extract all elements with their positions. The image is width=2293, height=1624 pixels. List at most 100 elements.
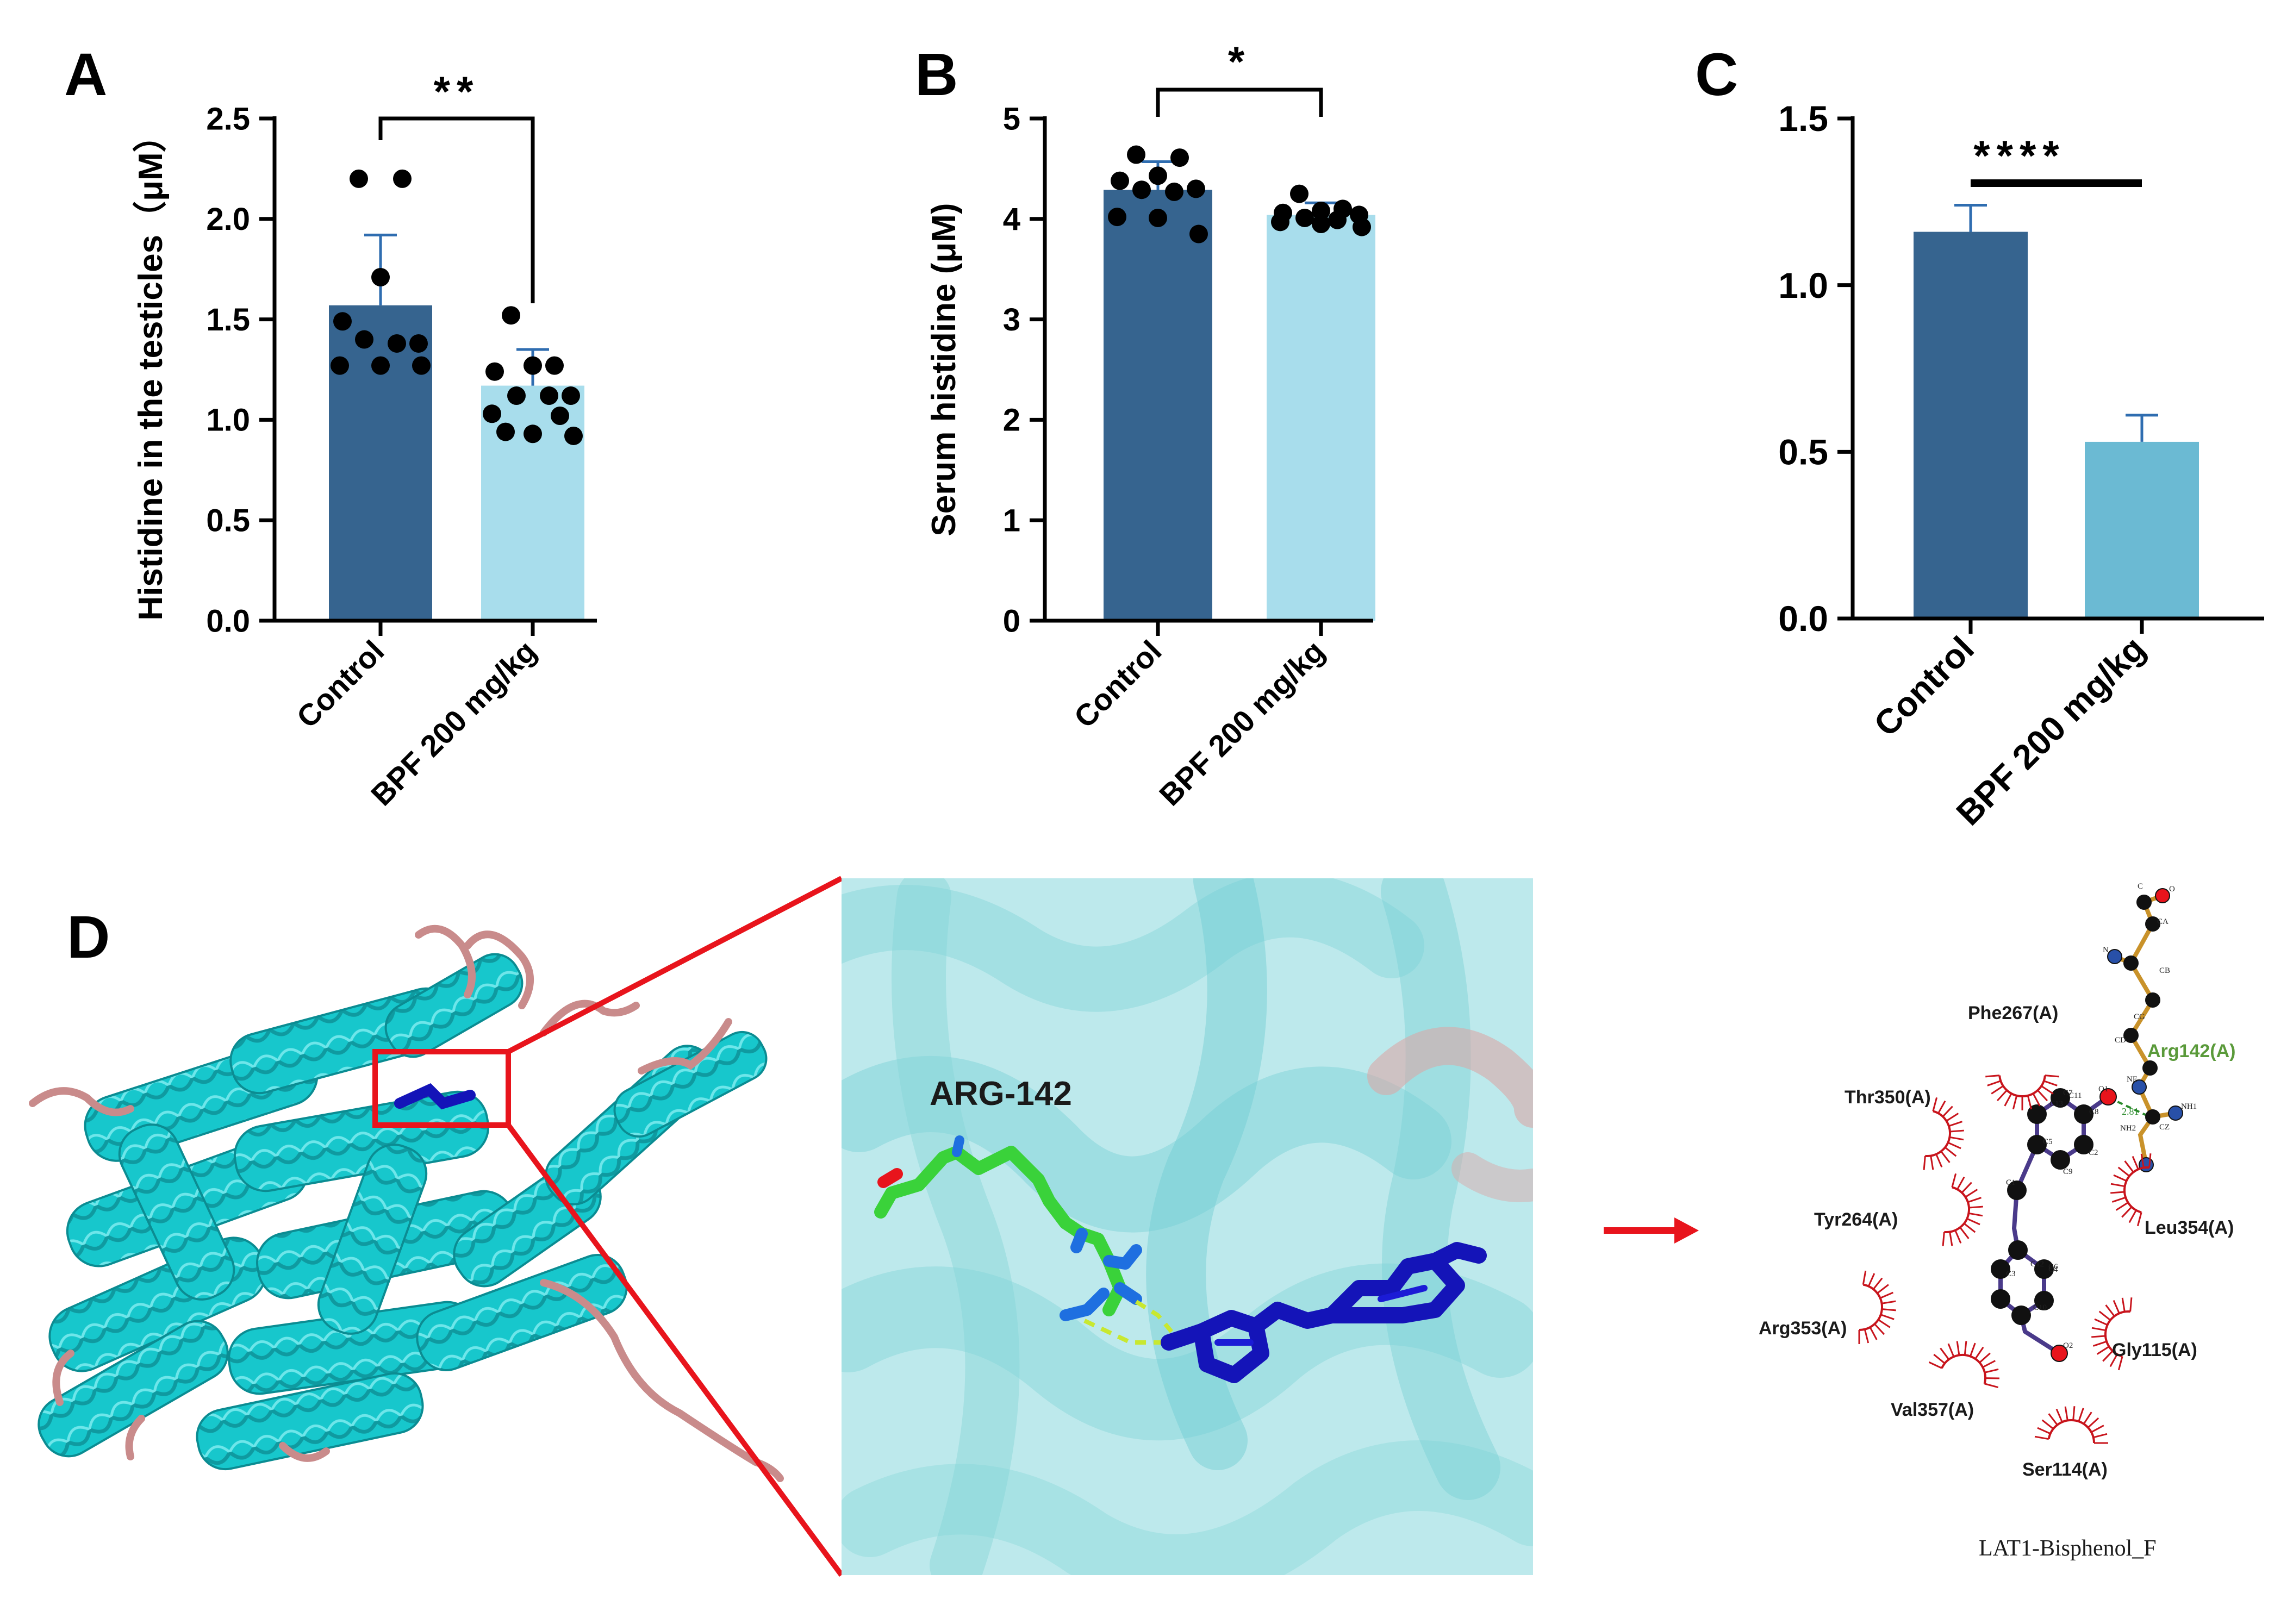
data-point xyxy=(485,362,504,381)
data-point xyxy=(1132,180,1151,199)
hydrophobic-spoke xyxy=(1969,1342,1976,1357)
hydrophobic-spoke xyxy=(2136,1212,2142,1227)
pocket-ribbons xyxy=(842,878,1533,1575)
y-tick-label: 0 xyxy=(1003,603,1020,639)
hydrophobic-spoke xyxy=(2111,1196,2126,1203)
hydrophobic-spoke xyxy=(2064,1406,2068,1421)
hydrophobic-spoke xyxy=(1932,1097,1938,1111)
hydrophobic-spoke xyxy=(1942,1232,1945,1246)
hydrophobic-spoke xyxy=(2102,1350,2114,1362)
atom-label: C11 xyxy=(2068,1091,2082,1100)
ligplot-diagram: 2.81 xyxy=(1759,882,2235,1561)
hydrophobic-arcs xyxy=(1858,1075,2152,1444)
hydrophobic-arc xyxy=(1859,1283,1883,1331)
hydrophobic-spoke xyxy=(2012,1095,2018,1110)
atom-label: NH1 xyxy=(2181,1102,2197,1111)
x-tick-label: BPF 200 mg/kg xyxy=(1949,629,2153,833)
hydrophobic-spoke xyxy=(2087,1417,2099,1428)
hydrophobic-spoke xyxy=(1869,1327,1878,1340)
bar xyxy=(329,305,432,621)
hydrophobic-spoke xyxy=(2121,1206,2133,1218)
y-tick-label: 4 xyxy=(1003,202,1020,237)
hydrophobic-spoke xyxy=(1996,1089,2008,1102)
hydrophobic-spoke xyxy=(1881,1308,1896,1311)
ligplot-caption: LAT1-Bisphenol_F xyxy=(1979,1536,2157,1561)
x-tick-label: Control xyxy=(1866,629,1982,744)
binding-pocket: ARG-142 xyxy=(842,878,1533,1575)
significance-stars: ** xyxy=(434,67,480,115)
atom-label: O xyxy=(2169,885,2175,894)
data-point xyxy=(371,267,390,286)
data-point xyxy=(409,334,428,353)
hydrophobic-spoke xyxy=(2078,1408,2084,1422)
panel-label-d: D xyxy=(67,904,110,971)
data-point xyxy=(1149,166,1167,185)
hydrophobic-spoke xyxy=(2072,1406,2076,1421)
hydrophobic-spoke xyxy=(2041,1419,2054,1430)
hydrophobic-spoke xyxy=(1942,1105,1953,1117)
y-tick-label: 1 xyxy=(1003,503,1020,539)
hydrophobic-spoke xyxy=(2105,1304,2115,1317)
residue-label-val357: Val357(A) xyxy=(1891,1400,1974,1420)
hydrophobic-spoke xyxy=(1954,1229,1962,1244)
y-axis-label: Histidine in the testicles（μM） xyxy=(132,118,170,620)
data-point xyxy=(540,386,558,405)
atom-label: NE xyxy=(2127,1075,2138,1084)
hydrophobic-spoke xyxy=(1877,1284,1889,1294)
y-tick-label: 3 xyxy=(1003,302,1020,338)
hydrophobic-spoke xyxy=(1968,1212,1983,1217)
hydrophobic-spoke xyxy=(1949,1129,1964,1133)
hbond-distance: 2.81 xyxy=(2122,1106,2139,1117)
hydrophobic-spoke xyxy=(2096,1346,2110,1355)
hydrophobic-spoke xyxy=(1968,1205,1983,1209)
hydrophobic-spoke xyxy=(1965,1189,1978,1198)
data-point xyxy=(333,312,352,331)
data-point xyxy=(545,356,564,375)
hydrophobic-spoke xyxy=(1956,1341,1960,1356)
significance-bracket xyxy=(1156,88,1323,117)
residue-labels: Phe267(A) Thr350(A) Tyr264(A) Leu354(A) … xyxy=(1759,1003,2235,1480)
hydrophobic-spoke xyxy=(2093,1433,2108,1439)
x-tick-label: Control xyxy=(1067,634,1168,734)
hydrophobic-spoke xyxy=(1991,1085,2004,1095)
atom-label: CA xyxy=(2157,917,2169,926)
arg142-label: ARG-142 xyxy=(930,1075,1072,1113)
hydrophobic-spoke xyxy=(2098,1310,2111,1321)
residue-label-thr350: Thr350(A) xyxy=(1845,1087,1931,1108)
hydrophobic-arc xyxy=(1998,1075,2046,1097)
hydrophobic-arc xyxy=(1941,1354,1986,1384)
hydrophobic-spoke xyxy=(1940,1347,1950,1360)
hydrophobic-spoke xyxy=(1967,1197,1982,1203)
data-point xyxy=(371,356,390,375)
data-point xyxy=(331,356,349,375)
data-point xyxy=(1312,215,1330,234)
hydrophobic-spoke xyxy=(2048,1413,2058,1426)
hydrophobic-spoke xyxy=(1937,1100,1946,1114)
hydrophobic-spoke xyxy=(1984,1368,1999,1373)
hydrophobic-spoke xyxy=(2037,1427,2051,1435)
y-tick-label: 0.0 xyxy=(1778,598,1828,639)
hydrophobic-spoke xyxy=(1956,1176,1965,1190)
hydrophobic-spoke xyxy=(2113,1174,2127,1182)
hydrophobic-spoke xyxy=(1987,1080,2001,1086)
y-tick-label: 1.0 xyxy=(1778,265,1828,305)
hydrophobic-spoke xyxy=(1880,1314,1895,1320)
residue-label-gly115: Gly115(A) xyxy=(2112,1340,2197,1360)
significance-stars: **** xyxy=(1973,132,2065,179)
atom-label: C5 xyxy=(2043,1138,2053,1146)
y-tick-label: 0.5 xyxy=(1778,432,1828,472)
data-point xyxy=(412,356,431,375)
hydrophobic-spoke xyxy=(2004,1093,2012,1107)
hydrophobic-spoke xyxy=(2091,1327,2106,1332)
hydrophobic-spoke xyxy=(1928,1361,1942,1369)
hydrophobic-spoke xyxy=(2117,1166,2130,1177)
atom-label: C10 xyxy=(2033,1303,2047,1312)
residue-label-arg142: Arg142(A) xyxy=(2147,1041,2235,1061)
arg142-stick xyxy=(874,1135,1142,1321)
x-tick-label: BPF 200 mg/kg xyxy=(1152,634,1331,812)
data-point xyxy=(496,422,515,441)
hydrophobic-spoke xyxy=(1964,1222,1976,1233)
